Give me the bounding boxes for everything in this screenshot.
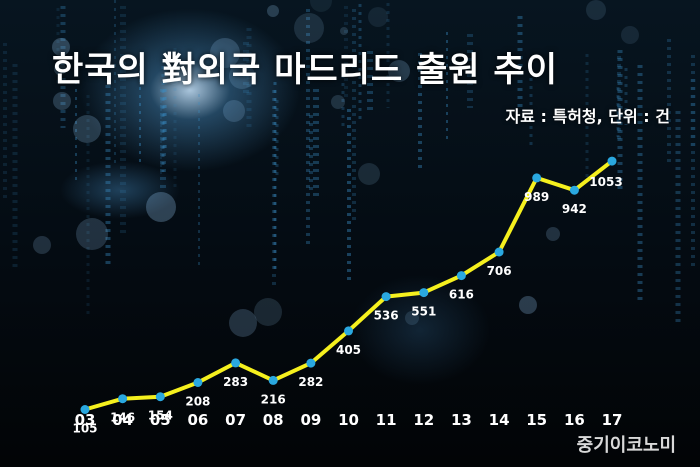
- data-label: 282: [298, 375, 323, 389]
- point-marker: [268, 375, 278, 385]
- point-marker: [532, 173, 542, 183]
- point-marker: [456, 271, 466, 281]
- point-marker: [118, 394, 128, 404]
- x-axis-ticks: 03 04 05 06 07 08 09 10 11 12 13 14 15 16 17: [75, 411, 623, 429]
- x-tick-label: 09: [300, 411, 321, 429]
- point-marker: [306, 358, 316, 368]
- x-tick-label: 07: [225, 411, 246, 429]
- x-tick-label: 03: [75, 411, 96, 429]
- data-label: 146: [110, 411, 135, 425]
- data-label: 551: [411, 305, 436, 319]
- data-label: 405: [336, 343, 361, 357]
- data-label: 706: [487, 264, 512, 278]
- x-tick-label: 10: [338, 411, 359, 429]
- data-label: 536: [374, 309, 399, 323]
- chart-title: 한국의 對외국 마드리드 출원 추이: [52, 50, 558, 90]
- x-tick-label: 08: [263, 411, 284, 429]
- point-marker: [231, 358, 241, 368]
- x-tick-label: 05: [150, 411, 171, 429]
- point-marker: [344, 326, 353, 336]
- point-marker: [381, 292, 391, 302]
- x-tick-label: 17: [602, 411, 623, 429]
- data-label: 208: [185, 395, 210, 409]
- point-markers: [80, 156, 617, 414]
- data-label: 1053: [589, 175, 622, 189]
- x-tick-label: 15: [526, 411, 547, 429]
- x-tick-label: 11: [376, 411, 397, 429]
- data-label: 989: [524, 190, 549, 204]
- x-tick-label: 14: [489, 411, 510, 429]
- x-tick-label: 16: [564, 411, 585, 429]
- point-marker: [569, 185, 579, 195]
- x-tick-label: 12: [413, 411, 434, 429]
- point-marker: [80, 405, 90, 414]
- data-label: 105: [72, 422, 97, 436]
- point-marker: [494, 247, 504, 257]
- data-label: 942: [562, 202, 587, 216]
- data-label: 616: [449, 288, 474, 302]
- data-label: 283: [223, 375, 248, 389]
- data-label: 154: [148, 409, 173, 423]
- point-marker: [607, 156, 617, 166]
- point-marker: [193, 378, 203, 387]
- x-tick-label: 13: [451, 411, 472, 429]
- source-note: 자료 : 특허청, 단위 : 건: [505, 107, 671, 126]
- data-label: 216: [261, 392, 286, 406]
- data-labels: 105 146 154 208 283 216 282 405 536 551 616 706 989 9…: [72, 175, 622, 435]
- point-marker: [155, 392, 165, 402]
- x-tick-label: 06: [187, 411, 208, 429]
- x-tick-label: 04: [112, 411, 133, 429]
- brand-logo-text: 중기이코노미: [576, 435, 676, 456]
- point-marker: [419, 288, 429, 298]
